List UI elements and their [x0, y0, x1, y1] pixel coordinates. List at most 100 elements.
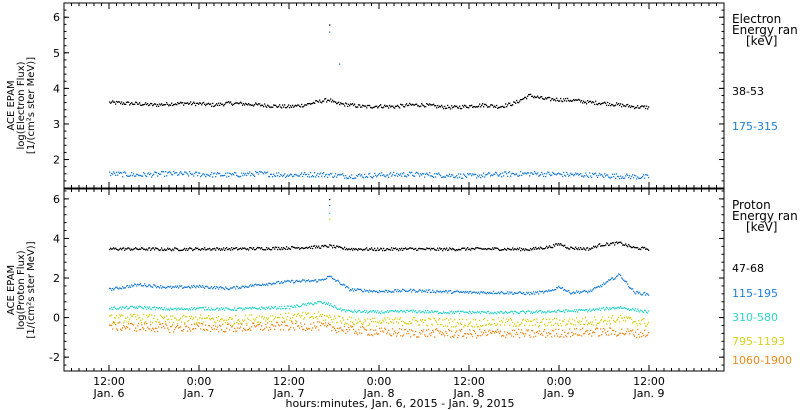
data-point [479, 247, 481, 250]
data-point [394, 289, 396, 291]
data-point [331, 276, 333, 278]
data-point [342, 329, 344, 331]
data-point [496, 172, 498, 174]
data-point [446, 317, 448, 320]
data-point [505, 310, 507, 312]
data-point [138, 248, 140, 251]
data-point [629, 333, 631, 335]
data-point [529, 310, 531, 312]
data-point [233, 247, 235, 249]
data-point [622, 332, 624, 335]
data-point [467, 106, 469, 109]
data-point [313, 317, 315, 319]
data-point [424, 312, 426, 314]
data-point [510, 318, 512, 320]
data-point [141, 306, 143, 308]
data-point [366, 107, 368, 109]
data-point [535, 335, 537, 337]
data-point [574, 309, 576, 311]
data-point [537, 291, 539, 293]
data-point [474, 106, 476, 108]
data-point [172, 104, 174, 107]
data-point [195, 104, 197, 107]
data-point [639, 291, 641, 293]
data-point [310, 316, 312, 319]
y-tick-label: 2 [53, 154, 60, 167]
data-point [437, 310, 439, 312]
data-point [269, 106, 271, 108]
data-point [529, 93, 531, 96]
data-point [437, 290, 439, 292]
data-point [447, 175, 449, 177]
data-point [422, 319, 424, 321]
data-point [615, 177, 617, 179]
data-point [112, 248, 114, 250]
data-point [178, 174, 180, 176]
data-point [332, 326, 334, 328]
data-point [522, 249, 524, 251]
data-point [628, 316, 630, 318]
data-point [609, 327, 611, 329]
data-point [250, 284, 252, 286]
data-point [403, 321, 405, 323]
data-point [437, 323, 439, 325]
data-point [568, 99, 570, 102]
data-point [628, 176, 630, 179]
data-point [199, 248, 201, 251]
data-point [392, 249, 394, 251]
data-point [294, 305, 296, 307]
data-point [527, 330, 529, 332]
data-point [489, 106, 491, 108]
data-point [562, 320, 564, 322]
data-point [469, 105, 471, 107]
data-point [127, 175, 129, 177]
data-point [348, 324, 350, 326]
data-point [384, 104, 386, 106]
data-point [464, 292, 466, 294]
data-point [165, 309, 167, 311]
data-point [538, 175, 540, 177]
data-point [636, 310, 638, 312]
data-point [440, 248, 442, 250]
data-point [392, 105, 394, 107]
data-point [216, 286, 218, 288]
data-point [258, 323, 260, 326]
data-point [130, 322, 132, 325]
data-point [582, 327, 584, 329]
data-point [250, 174, 252, 177]
data-point [230, 249, 232, 251]
data-point [433, 331, 435, 333]
data-point [223, 307, 225, 309]
data-point [269, 282, 271, 284]
data-point [304, 172, 306, 174]
data-point [211, 171, 213, 174]
data-point [262, 307, 264, 309]
data-point [569, 310, 571, 312]
data-point [117, 287, 119, 289]
data-point [305, 312, 307, 314]
data-point [364, 318, 366, 321]
data-point [186, 286, 188, 288]
data-point [335, 247, 337, 249]
data-point [282, 104, 284, 106]
data-point [324, 176, 326, 178]
data-point [237, 286, 239, 288]
data-point [176, 325, 178, 328]
data-point [213, 105, 215, 108]
data-point [639, 107, 641, 109]
data-point [138, 306, 140, 308]
data-point [524, 96, 526, 99]
data-point [273, 282, 275, 284]
data-point [409, 320, 411, 323]
data-point [443, 325, 445, 327]
data-point [641, 310, 643, 312]
data-point [162, 104, 164, 106]
data-point [502, 334, 504, 337]
data-point [429, 172, 431, 174]
data-point [505, 292, 507, 295]
data-point [291, 321, 293, 323]
data-point [648, 332, 650, 334]
data-point [256, 325, 258, 327]
data-point [341, 310, 343, 312]
data-point [157, 103, 159, 106]
